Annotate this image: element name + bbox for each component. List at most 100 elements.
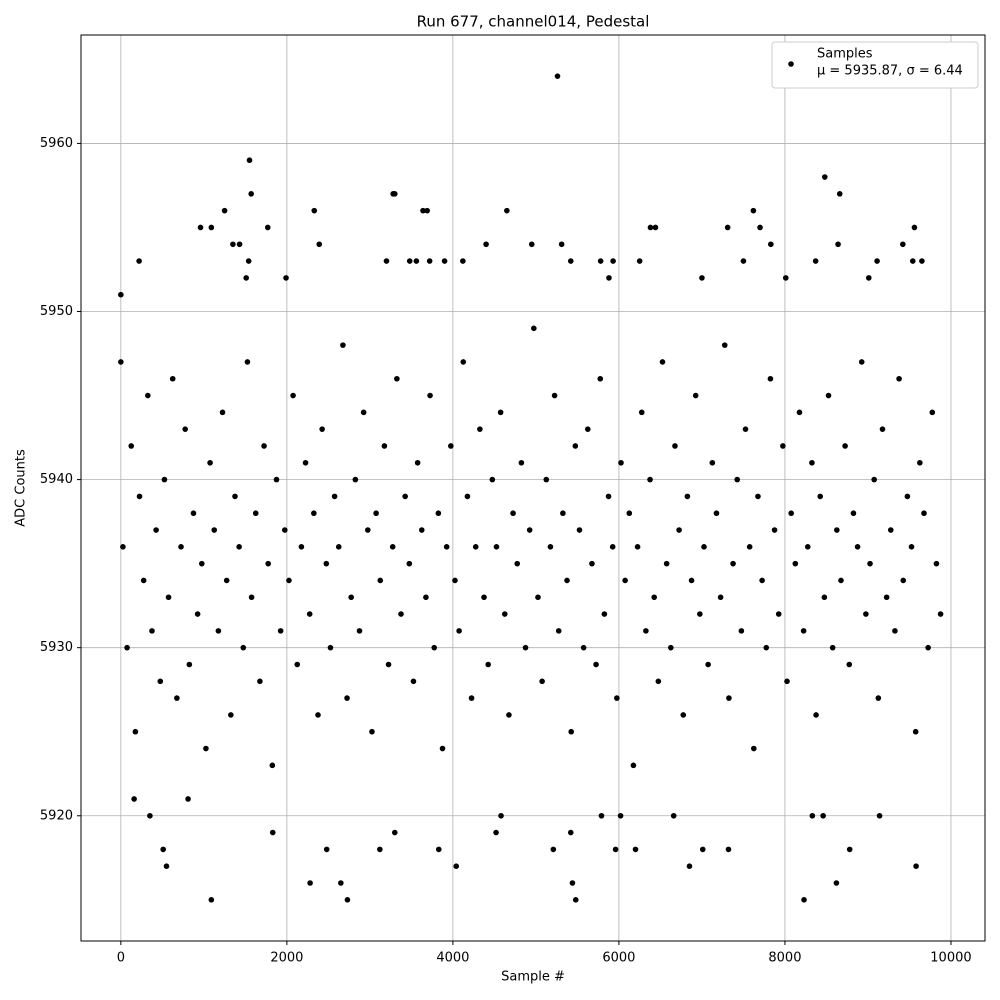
point (612, 846, 619, 853)
point (501, 611, 508, 617)
point (626, 510, 633, 517)
point (699, 275, 705, 281)
x-tick-label: 10000 (930, 951, 971, 966)
point (243, 275, 249, 281)
point (636, 258, 643, 264)
point (356, 628, 363, 634)
point (655, 678, 662, 685)
point (283, 275, 289, 281)
point (452, 577, 458, 584)
point (489, 476, 496, 483)
point (406, 258, 413, 264)
point (825, 392, 832, 399)
point (211, 527, 218, 533)
point (900, 577, 907, 584)
point (120, 544, 126, 550)
point (307, 880, 313, 886)
point (792, 560, 799, 567)
point (149, 628, 155, 634)
point (286, 577, 292, 584)
point (323, 846, 330, 853)
point (246, 157, 253, 164)
point (269, 762, 276, 769)
point (460, 258, 466, 264)
point (670, 812, 677, 819)
point (365, 527, 371, 533)
point (800, 628, 807, 634)
point (426, 258, 433, 264)
point (261, 443, 267, 449)
point (215, 628, 222, 634)
point (688, 577, 695, 584)
point (207, 459, 213, 466)
point (554, 73, 561, 79)
point (190, 510, 197, 517)
point (140, 577, 147, 584)
point (836, 191, 843, 197)
point (290, 392, 296, 399)
grid (81, 35, 985, 941)
point (663, 560, 670, 567)
point (352, 476, 359, 483)
point (863, 611, 869, 617)
point (327, 644, 334, 651)
x-tick-label: 8000 (768, 951, 801, 966)
point (182, 426, 188, 432)
point (652, 224, 659, 231)
point (118, 291, 124, 298)
point (453, 863, 460, 870)
point (751, 745, 757, 752)
point (498, 812, 504, 819)
point (373, 510, 379, 517)
point (483, 241, 489, 248)
y-tick-label: 5940 (40, 472, 73, 487)
point (281, 527, 288, 533)
point (812, 258, 819, 264)
point (821, 594, 828, 601)
point (919, 258, 925, 264)
point (420, 207, 426, 214)
point (531, 325, 537, 332)
point (506, 712, 512, 718)
point (485, 661, 491, 668)
y-axis-label: ADC Counts (14, 449, 29, 527)
point (580, 644, 587, 651)
point (850, 510, 857, 517)
point (593, 661, 599, 668)
point (609, 544, 616, 550)
point (564, 577, 570, 584)
point (768, 241, 774, 248)
point (219, 409, 226, 416)
point (576, 527, 583, 533)
point (335, 544, 342, 550)
point (223, 577, 230, 584)
legend: Samples μ = 5935.87, σ = 6.44 (771, 41, 979, 89)
point (311, 510, 317, 517)
point (514, 560, 521, 567)
y-tick-label: 5920 (40, 808, 73, 823)
point (605, 493, 612, 500)
point (921, 510, 927, 517)
point (801, 897, 807, 903)
point (632, 846, 639, 853)
point (160, 846, 166, 853)
point (742, 426, 749, 432)
point (306, 611, 313, 617)
point (174, 695, 180, 701)
point (630, 762, 637, 769)
point (413, 258, 420, 264)
point (672, 443, 678, 449)
point (784, 678, 790, 685)
point (589, 560, 595, 567)
point (725, 846, 732, 853)
points (118, 73, 944, 903)
point (360, 409, 367, 416)
point (550, 846, 557, 853)
point (186, 661, 193, 668)
point (917, 459, 923, 466)
point (145, 392, 151, 399)
point (423, 594, 429, 601)
legend-label: Samples (817, 47, 873, 62)
point (472, 544, 479, 550)
